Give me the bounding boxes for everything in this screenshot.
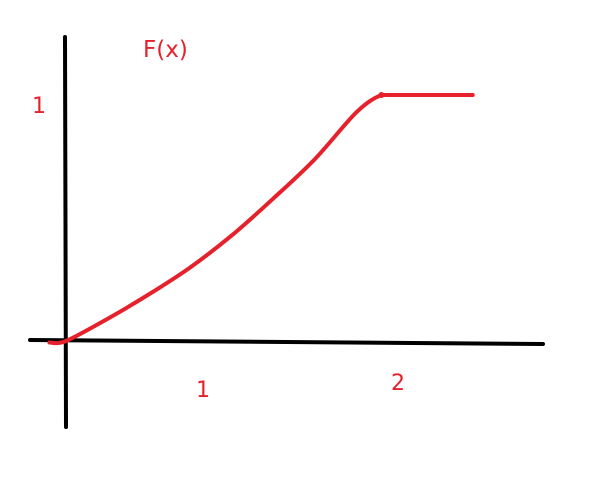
corner-point [378,92,385,98]
y-tick-label-1: 1 [32,94,46,119]
chart-title: F(x) [143,37,188,63]
series-line [47,93,475,346]
x-tick-label-2: 2 [391,371,405,396]
y-axis [63,35,68,429]
x-tick-label-1: 1 [196,378,210,403]
x-axis [28,338,545,346]
